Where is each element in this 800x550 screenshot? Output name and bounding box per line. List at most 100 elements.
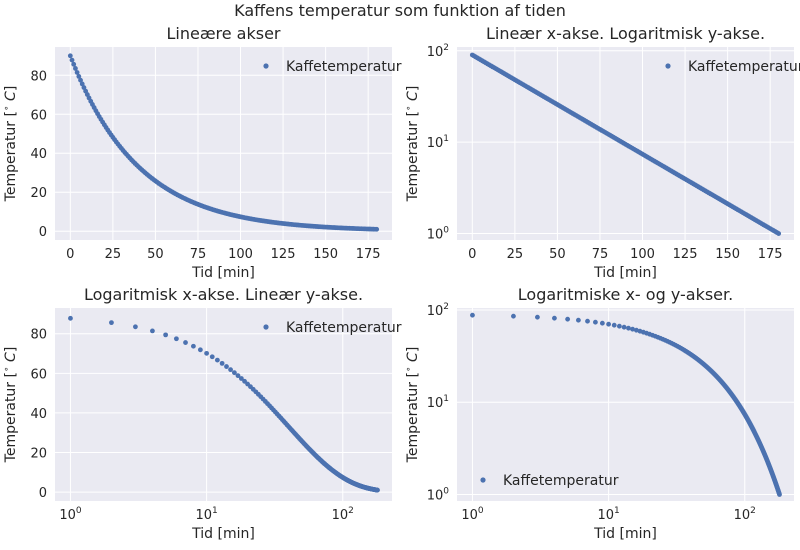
data-point <box>235 373 241 379</box>
y-axis-label: Temperatur [∘ C] <box>2 347 19 464</box>
y-tick-label: 40 <box>30 147 47 162</box>
legend-label: Kaffetemperatur <box>503 473 619 489</box>
data-point <box>575 317 581 323</box>
data-point <box>163 332 169 338</box>
data-point <box>630 326 635 332</box>
y-tick-label: 60 <box>30 367 47 382</box>
data-point <box>626 325 631 331</box>
subplot-linear-linear: 0 25 50 75 100 125 150 175 0 20 40 60 80 Lineære akse… <box>2 24 402 281</box>
data-points <box>67 53 380 232</box>
y-tick-label: 100 <box>427 226 450 243</box>
data-point <box>214 357 220 363</box>
data-point <box>777 492 782 497</box>
x-tick-label: 100 <box>630 247 655 262</box>
y-tick-label: 101 <box>427 394 449 411</box>
data-point <box>197 347 203 353</box>
data-point <box>238 376 244 381</box>
data-point <box>76 73 82 79</box>
data-point <box>585 318 590 324</box>
data-point <box>776 231 782 236</box>
y-tick-label: 20 <box>30 186 47 201</box>
subplot-title: Lineær x-akse. Logaritmisk y-akse. <box>486 24 765 43</box>
x-axis-label: Tid [min] <box>191 265 255 281</box>
subplot-title: Logaritmisk x-akse. Lineær y-akse. <box>84 285 363 304</box>
subplot-linear-log: 0 25 50 75 100 125 150 175 100 101 102 Lineær x-aks… <box>404 24 800 281</box>
data-point <box>209 354 215 360</box>
y-tick-label: 102 <box>427 43 449 60</box>
legend-marker <box>263 324 269 330</box>
data-point <box>71 61 77 67</box>
data-point <box>173 336 179 342</box>
subplot-title: Logaritmiske x- og y-akser. <box>518 285 733 304</box>
x-tick-label: 125 <box>673 247 698 262</box>
plot-area <box>55 47 392 240</box>
data-point <box>224 364 229 369</box>
data-point <box>109 320 114 326</box>
x-tick-label: 75 <box>592 247 609 262</box>
data-points <box>68 315 380 493</box>
y-tick-label: 80 <box>30 328 47 343</box>
x-tick-label: 50 <box>147 247 164 262</box>
subplot-log-log: 100 101 102 100 101 102 Logaritmiske x- og y-a… <box>404 285 794 542</box>
x-tick-label: 50 <box>549 247 566 262</box>
subplot-title: Lineære akser <box>166 24 280 43</box>
y-tick-label: 80 <box>30 69 47 84</box>
data-point <box>611 322 617 328</box>
x-tick-label: 25 <box>507 247 524 262</box>
data-point <box>616 323 622 329</box>
x-tick-label: 0 <box>66 247 74 262</box>
plot-area <box>55 308 392 501</box>
y-tick-label: 102 <box>427 302 449 319</box>
x-tick-label: 100 <box>59 506 82 523</box>
x-tick-label: 175 <box>356 247 381 262</box>
data-point <box>621 324 627 330</box>
data-point <box>511 313 516 319</box>
y-tick-label: 0 <box>39 486 47 501</box>
x-tick-label: 75 <box>190 247 207 262</box>
y-tick-label: 20 <box>30 447 47 462</box>
data-point <box>470 312 475 318</box>
data-point <box>535 314 540 320</box>
data-point <box>68 315 73 321</box>
x-axis-label: Tid [min] <box>191 526 255 542</box>
data-point <box>73 66 78 71</box>
legend-marker <box>263 63 269 69</box>
x-tick-label: 101 <box>597 506 619 523</box>
x-tick-label: 101 <box>195 506 217 523</box>
data-points <box>470 312 782 497</box>
x-tick-label: 175 <box>758 247 783 262</box>
data-point <box>374 226 380 232</box>
data-points <box>469 52 782 236</box>
data-point <box>599 320 605 326</box>
data-point <box>219 360 225 366</box>
data-point <box>552 315 557 321</box>
x-tick-label: 102 <box>734 506 756 523</box>
data-point <box>228 367 233 373</box>
legend-marker <box>665 63 671 69</box>
data-point <box>150 328 155 334</box>
y-axis-label: Temperatur [∘ C] <box>404 86 421 203</box>
data-point <box>183 340 188 345</box>
subplot-log-linear: 100 101 102 0 20 40 60 80 Logaritmisk x-akse. Li… <box>2 285 402 542</box>
figure-suptitle: Kaffens temperatur som funktion af tiden <box>234 1 566 20</box>
legend-label: Kaffetemperatur <box>286 59 402 75</box>
data-point <box>69 57 75 63</box>
data-point <box>565 316 571 322</box>
data-point <box>133 324 138 330</box>
data-point <box>375 487 380 493</box>
data-point <box>606 321 612 327</box>
x-axis-label: Tid [min] <box>593 265 657 281</box>
y-axis-label: Temperatur [∘ C] <box>404 347 421 464</box>
x-tick-label: 125 <box>271 247 296 262</box>
legend-label: Kaffetemperatur <box>286 320 402 336</box>
y-tick-label: 101 <box>427 134 449 151</box>
y-tick-label: 0 <box>39 225 47 240</box>
data-point <box>67 53 73 59</box>
x-tick-label: 100 <box>461 506 484 523</box>
x-tick-label: 0 <box>468 247 476 262</box>
x-tick-label: 100 <box>228 247 253 262</box>
y-axis-label: Temperatur [∘ C] <box>2 86 19 203</box>
data-point <box>79 81 85 87</box>
data-point <box>231 370 237 376</box>
